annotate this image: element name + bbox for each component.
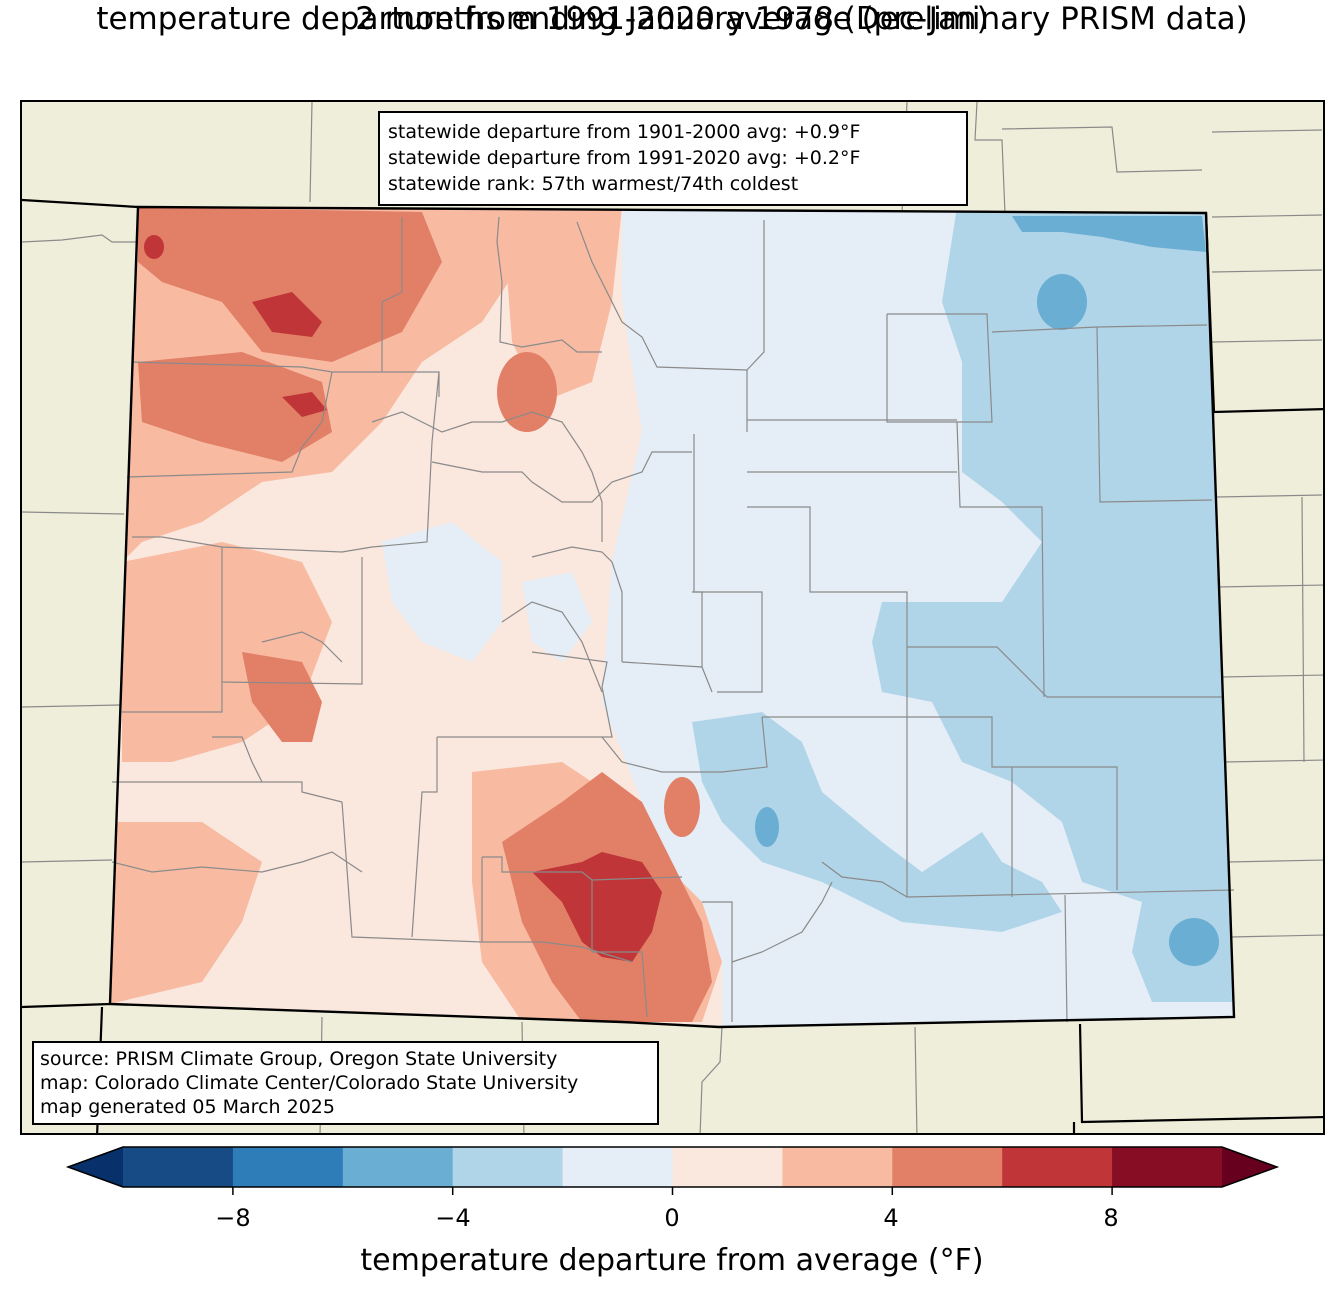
colorbar-segment	[672, 1147, 783, 1187]
stats-line-1901-2000: statewide departure from 1901-2000 avg: …	[388, 121, 861, 143]
colorado-state-border	[108, 205, 1236, 1029]
generated-date-line: map generated 05 March 2025	[40, 1096, 335, 1118]
colorbar-tick-label: −8	[215, 1204, 251, 1232]
colorbar-segment	[232, 1147, 344, 1187]
field-northwest-hot-2	[138, 352, 332, 462]
colorbar-tick-label: 0	[664, 1204, 680, 1232]
colorbar-tick-label: 4	[883, 1204, 899, 1232]
field-southwest-warm	[110, 822, 262, 1004]
field-east-cool	[872, 207, 1234, 1002]
source-credit-box: source: PRISM Climate Group, Oregon Stat…	[32, 1041, 659, 1125]
colorbar-tick-label: 8	[1103, 1204, 1119, 1232]
colorbar-segment	[782, 1147, 893, 1187]
colorbar	[65, 1146, 1280, 1195]
field-north-hot	[497, 352, 557, 432]
field-southeast-pocket	[1169, 918, 1219, 966]
map-credit-line: map: Colorado Climate Center/Colorado St…	[40, 1072, 579, 1094]
colorbar-segment	[452, 1147, 564, 1187]
colorbar-tick-label: −4	[435, 1204, 471, 1232]
field-northeast-pocket	[1037, 274, 1087, 330]
field-mountain-normal-2	[522, 572, 592, 662]
colorbar-title: temperature departure from average (°F)	[360, 1243, 984, 1278]
stats-line-1991-2020: statewide departure from 1991-2020 avg: …	[388, 147, 861, 169]
colorbar-segment	[892, 1147, 1003, 1187]
stats-line-rank: statewide rank: 57th warmest/74th coldes…	[388, 173, 799, 195]
colorbar-extend-low	[68, 1147, 123, 1187]
field-plains-pocket	[755, 807, 779, 847]
field-west-hot	[242, 652, 322, 742]
colorbar-ticks	[232, 1187, 1113, 1195]
colorbar-segment	[123, 1147, 234, 1187]
colorbar-outline	[65, 1146, 1280, 1188]
field-mountain-normal	[382, 522, 502, 662]
field-south-hottest	[532, 852, 662, 962]
map-title-line-1: temperature departure from 1991-2020 ave…	[96, 1, 1248, 37]
field-northwest-hot	[138, 207, 442, 362]
county-lines	[111, 216, 1235, 1023]
colorbar-segment	[342, 1147, 454, 1187]
colorado-map	[22, 102, 1323, 1133]
map-frame	[20, 100, 1325, 1135]
field-south-hot-2	[664, 777, 700, 837]
source-line: source: PRISM Climate Group, Oregon Stat…	[40, 1048, 558, 1070]
colorbar-extend-high	[1222, 1147, 1277, 1187]
colorbar-segments	[68, 1147, 1277, 1187]
field-northeast-cooler	[1012, 216, 1206, 252]
colorbar-segment	[562, 1147, 673, 1187]
field-northwest-hottest	[252, 292, 322, 337]
statewide-stats-box: statewide departure from 1901-2000 avg: …	[378, 111, 968, 206]
field-southeast-cool	[692, 712, 1062, 932]
field-northwest-hottest-3	[144, 235, 164, 259]
temperature-departure-field	[110, 207, 1234, 1027]
field-northwest-hottest-2	[282, 392, 327, 417]
map-title-line-2: 2 months ending January 1978 (Dec-Jan)	[355, 1, 989, 37]
colorbar-segment	[1002, 1147, 1113, 1187]
colorbar-segment	[1112, 1147, 1223, 1187]
